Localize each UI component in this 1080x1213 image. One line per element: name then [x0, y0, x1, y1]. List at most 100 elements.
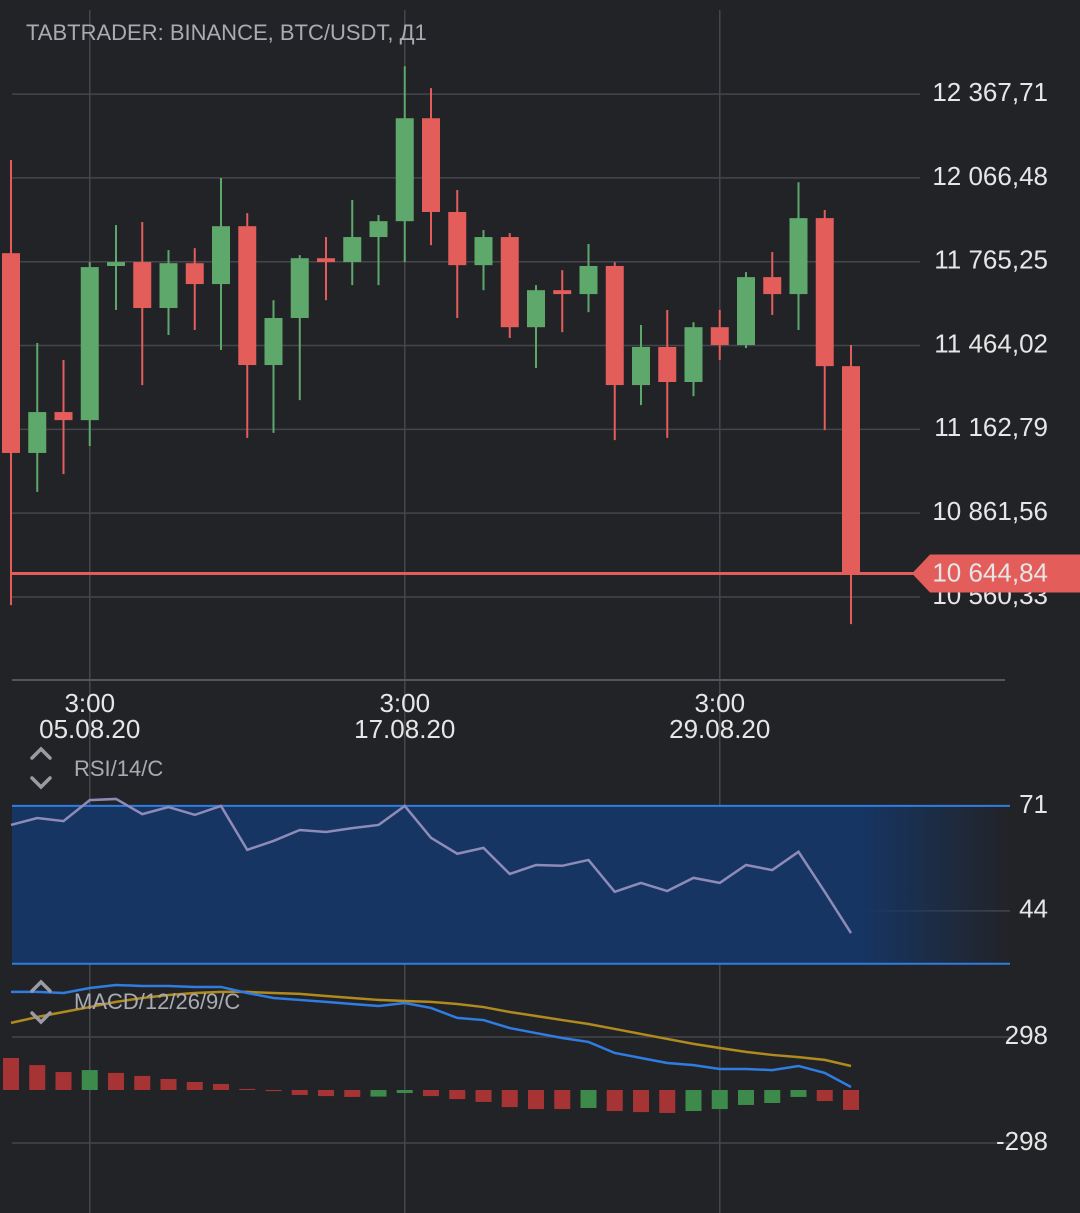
candle-body	[238, 226, 257, 366]
candle-body	[605, 265, 624, 386]
candle-body	[842, 366, 860, 574]
candle-body	[317, 258, 335, 263]
x-tick-label-line: 3:00	[379, 688, 430, 718]
marks-layer	[2, 66, 915, 1113]
histogram-bar	[29, 1065, 46, 1091]
histogram-bar	[764, 1090, 781, 1103]
text-layer: TABTRADER: BINANCE, BTC/USDT, Д1 RSI/14/…	[26, 20, 1080, 1156]
last-price-tag	[912, 554, 1080, 593]
histogram-bar	[344, 1090, 361, 1097]
candle-body	[133, 262, 152, 308]
histogram-bar	[501, 1090, 518, 1108]
candle-body	[500, 237, 519, 328]
histogram-bar	[554, 1090, 571, 1110]
y-tick-label: 12 066,48	[932, 161, 1048, 191]
histogram-bar	[816, 1090, 833, 1102]
signal-line	[10, 990, 852, 1068]
candle-body	[395, 118, 414, 222]
candle-body	[474, 237, 493, 266]
histogram-bar	[239, 1088, 256, 1091]
grid-layer	[12, 10, 1010, 1213]
y-tick-label: 11 765,25	[934, 245, 1048, 275]
histogram-bar	[685, 1090, 702, 1112]
histogram-bar	[3, 1057, 19, 1091]
expand-icon[interactable]	[30, 746, 52, 760]
histogram-bar	[475, 1090, 492, 1102]
histogram-bar	[843, 1090, 859, 1110]
histogram-bar	[134, 1075, 151, 1091]
candle-body	[264, 318, 283, 366]
x-tick-label-line: 3:00	[64, 688, 115, 718]
candle-body	[815, 218, 834, 367]
candle-body	[28, 412, 47, 453]
chart-title: TABTRADER: BINANCE, BTC/USDT, Д1	[26, 20, 427, 45]
histogram-bar	[580, 1090, 597, 1108]
indicator-title: RSI/14/C	[74, 756, 163, 781]
candle-body	[632, 346, 650, 386]
candle-body	[159, 263, 178, 308]
candle-body	[448, 212, 467, 266]
histogram-bar	[370, 1090, 387, 1097]
candle-body	[2, 253, 20, 453]
candle-body	[107, 262, 125, 266]
candle-body	[290, 258, 309, 319]
candle-body	[527, 290, 545, 328]
candle-body	[684, 327, 703, 383]
histogram-bar	[81, 1070, 98, 1091]
histogram-bar	[711, 1090, 728, 1110]
histogram-bar	[186, 1081, 203, 1091]
histogram-bar	[291, 1090, 308, 1095]
y-tick-label: -298	[996, 1126, 1048, 1156]
x-tick-label: 3:00 17.08.20	[354, 688, 455, 744]
y-tick-label: 44	[1019, 894, 1048, 924]
rsi-line	[10, 797, 853, 934]
histogram-bar	[396, 1090, 413, 1094]
candle-body	[369, 221, 388, 238]
last-price-label: 10 644,84	[932, 557, 1048, 587]
rsi-band	[12, 805, 1010, 964]
histogram-bar	[318, 1090, 334, 1097]
expand-icon[interactable]	[30, 979, 52, 993]
x-tick-label-line: 29.08.20	[669, 714, 770, 744]
collapse-icon[interactable]	[30, 1011, 52, 1025]
candle-body	[343, 237, 362, 263]
histogram-bar	[633, 1090, 649, 1113]
macd-line	[11, 983, 852, 1089]
candle-body	[579, 265, 598, 295]
candle-body	[212, 226, 230, 285]
histogram-bar	[790, 1090, 807, 1097]
y-tick-label: 298	[1005, 1020, 1048, 1050]
histogram-bar	[659, 1090, 676, 1113]
candle-body	[80, 267, 99, 421]
histogram-bar	[423, 1090, 439, 1097]
collapse-icons[interactable]	[30, 746, 52, 1025]
candle-body	[789, 218, 808, 295]
histogram-bar	[265, 1090, 282, 1092]
y-tick-label: 71	[1019, 789, 1048, 819]
histogram-bar	[160, 1078, 177, 1091]
histogram-bar	[606, 1090, 623, 1112]
x-tick-label-line: 05.08.20	[39, 714, 140, 744]
candle-body	[737, 277, 755, 345]
candle-body	[185, 263, 204, 285]
histogram-bar	[55, 1072, 72, 1091]
candle-body	[763, 277, 782, 295]
candle-body	[658, 346, 677, 383]
histogram-bar	[738, 1090, 754, 1105]
x-tick-label: 3:00 29.08.20	[669, 688, 770, 744]
y-tick-label: 11 464,02	[934, 328, 1048, 358]
histogram-bar	[213, 1083, 229, 1091]
x-tick-label-line: 17.08.20	[354, 714, 455, 744]
candle-body	[54, 412, 73, 421]
x-tick-label: 3:00 05.08.20	[39, 688, 140, 744]
histogram-bar	[449, 1090, 466, 1100]
candle-body	[422, 118, 440, 213]
y-tick-label: 11 162,79	[934, 412, 1048, 442]
x-tick-label-line: 3:00	[694, 688, 745, 718]
candle-body	[553, 290, 572, 295]
candle-body	[710, 327, 729, 345]
y-tick-label: 10 861,56	[932, 496, 1048, 526]
y-tick-label: 12 367,71	[932, 77, 1048, 107]
collapse-icon[interactable]	[30, 776, 52, 790]
